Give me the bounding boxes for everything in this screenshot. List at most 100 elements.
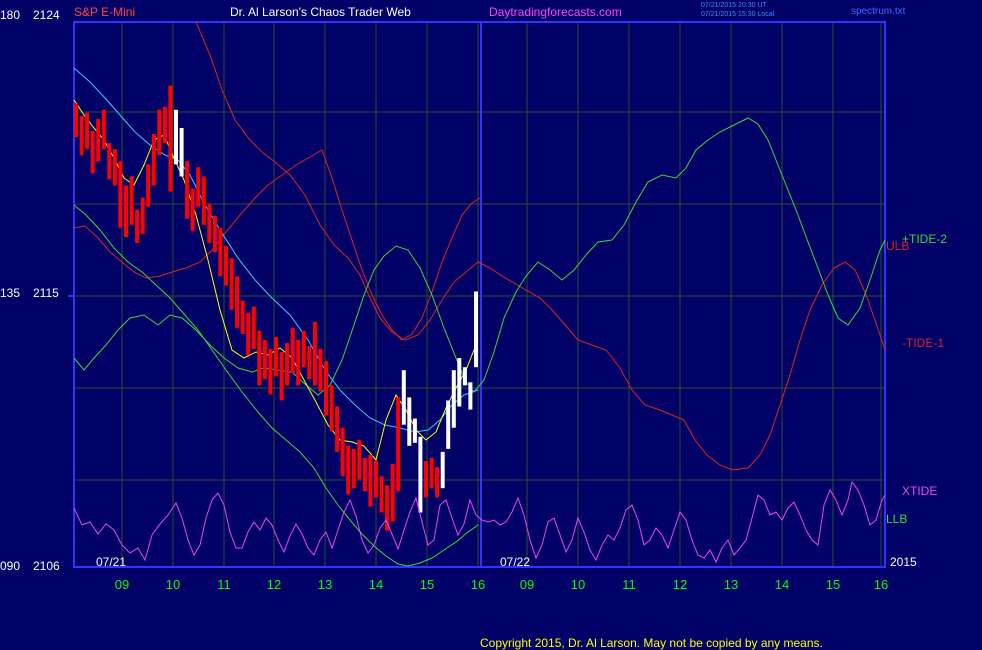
price-bar: [301, 330, 306, 368]
hour-tick-10: 11: [622, 577, 636, 592]
price-bar: [474, 291, 478, 368]
price-bar: [112, 149, 117, 186]
timestamp-local: 07/21/2015 15:30 Local: [701, 11, 775, 18]
hour-tick-9: 10: [571, 577, 585, 592]
price-bars: [74, 85, 478, 531]
y-label-top-deg: 180: [0, 8, 20, 22]
xtide-label: XTIDE: [902, 484, 937, 498]
price-bar: [74, 103, 78, 137]
ulb-label: ULB: [886, 239, 909, 253]
chart-title: Dr. Al Larson's Chaos Trader Web: [230, 5, 411, 19]
price-bar: [229, 258, 234, 310]
price-bar: [429, 458, 434, 489]
site-link[interactable]: Daytradingforecasts.com: [489, 5, 622, 19]
price-bar: [79, 115, 84, 156]
price-bar: [374, 461, 378, 498]
price-bar: [107, 143, 112, 180]
price-bar: [246, 312, 251, 356]
price-bar: [140, 197, 145, 234]
price-bar: [85, 112, 90, 150]
price-bar: [268, 349, 273, 395]
tide-minus-curve: [73, 149, 481, 341]
price-bar: [451, 370, 456, 428]
price-bar: [235, 276, 240, 328]
tide-plus-curve: [73, 117, 886, 396]
price-bar: [240, 300, 245, 334]
price-bar: [457, 358, 462, 407]
price-bar: [368, 455, 373, 507]
xtide-curve: [73, 480, 886, 564]
price-bar: [379, 476, 384, 513]
price-bar: [446, 400, 451, 449]
price-bar: [274, 336, 278, 377]
price-bar: [168, 85, 173, 192]
y-label-bottom: 090 2106: [0, 559, 60, 573]
hour-tick-labels: 09 10 11 12 13 14 15 16 09 10 11 12 13 14 15 16: [115, 577, 888, 592]
symbol-title: S&P E-Mini: [74, 5, 135, 19]
hour-tick-3: 12: [267, 577, 281, 592]
price-bar: [401, 370, 406, 425]
price-bar: [118, 161, 123, 228]
y-label-top-price: 2124: [33, 8, 60, 22]
price-bar: [135, 209, 140, 243]
price-bar: [146, 164, 151, 207]
price-bar: [218, 227, 223, 277]
hour-tick-0: 09: [115, 577, 129, 592]
price-bar: [312, 321, 317, 386]
y-label-mid-price: 2115: [33, 286, 59, 300]
price-bar: [385, 485, 390, 531]
price-bar: [335, 406, 340, 452]
source-filename: spectrum.txt: [851, 6, 906, 17]
price-bar: [396, 397, 401, 492]
price-bar: [162, 106, 167, 144]
price-bar: [440, 451, 445, 489]
hour-tick-2: 11: [217, 577, 231, 592]
price-bar: [185, 161, 190, 219]
price-bar: [190, 188, 195, 231]
y-label-bottom-price: 2106: [33, 559, 60, 573]
tide-minus-label: -TIDE-1: [902, 336, 944, 350]
y-label-top: 180 2124: [0, 8, 60, 22]
hour-tick-8: 09: [520, 577, 534, 592]
price-bar: [196, 167, 201, 207]
price-bar: [124, 185, 128, 237]
hour-tick-12: 13: [724, 577, 738, 592]
timestamp-utc: 07/21/2015 20:30 UT: [701, 2, 767, 9]
price-bar: [257, 330, 262, 386]
hour-tick-13: 14: [775, 577, 789, 592]
price-bar: [296, 339, 301, 386]
price-bar: [418, 436, 423, 513]
hour-tick-14: 15: [826, 577, 840, 592]
hour-tick-11: 12: [673, 577, 687, 592]
price-bar: [224, 246, 228, 286]
llb-label: LLB: [886, 512, 907, 526]
price-bar: [207, 203, 212, 244]
tide-plus-label: +TIDE-2: [902, 232, 947, 246]
price-bar: [174, 109, 178, 165]
price-bar: [340, 427, 345, 477]
fast-moving-average: [73, 99, 479, 462]
price-bar: [179, 128, 184, 177]
price-bar: [346, 445, 351, 495]
price-bar: [357, 439, 362, 480]
price-bar: [101, 109, 106, 150]
price-bar: [462, 367, 467, 386]
price-bar: [412, 418, 417, 443]
price-bar: [468, 382, 473, 410]
price-bar: [407, 397, 412, 446]
price-bar: [318, 349, 323, 392]
year-label: 2015: [890, 555, 917, 569]
hour-tick-7: 16: [471, 577, 485, 592]
price-bar: [201, 176, 206, 225]
hour-tick-6: 15: [420, 577, 434, 592]
price-bar: [96, 118, 101, 162]
plot-frame: [73, 21, 886, 568]
grid-lines: [74, 21, 885, 567]
hour-tick-15: 16: [874, 577, 888, 592]
price-bar: [351, 448, 356, 489]
y-label-mid: 135 2115: [0, 286, 59, 300]
hour-tick-1: 10: [166, 577, 180, 592]
price-bar: [285, 342, 290, 386]
price-bar: [262, 339, 267, 380]
